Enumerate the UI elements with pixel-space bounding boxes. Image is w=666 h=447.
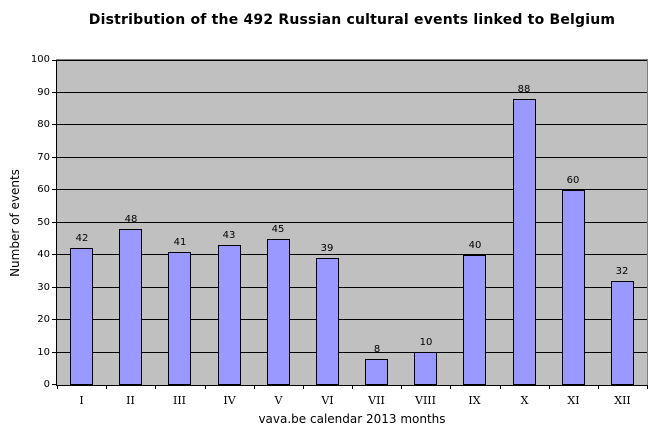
gridline (57, 157, 647, 158)
gridline (57, 287, 647, 288)
y-tick-label: 60 (37, 184, 50, 195)
bar-XII (611, 281, 634, 385)
x-tick-label: V (274, 394, 283, 407)
bar-value-label: 43 (222, 230, 236, 241)
x-tick-mark (254, 385, 255, 389)
bar-value-label: 60 (566, 175, 580, 186)
x-tick-label: VI (321, 394, 334, 407)
y-tick-mark (52, 60, 57, 61)
x-axis-line (56, 385, 648, 386)
y-tick-label: 10 (37, 347, 50, 358)
y-tick-mark (52, 384, 57, 385)
bar-value-label: 48 (124, 214, 138, 225)
bar-X (513, 99, 536, 385)
y-tick-label: 40 (37, 249, 50, 260)
y-tick-mark (52, 124, 57, 125)
x-tick-mark (352, 385, 353, 389)
y-axis-line (56, 60, 57, 386)
gridline (57, 352, 647, 353)
bar-III (168, 252, 191, 385)
x-tick-mark (549, 385, 550, 389)
x-tick-mark (303, 385, 304, 389)
x-tick-mark (500, 385, 501, 389)
y-tick-mark (52, 352, 57, 353)
gridline (57, 92, 647, 93)
gridline (57, 319, 647, 320)
bar-value-label: 42 (75, 233, 89, 244)
bar-IX (463, 255, 486, 385)
bar-value-label: 39 (320, 243, 334, 254)
x-tick-mark (106, 385, 107, 389)
gridline (57, 222, 647, 223)
y-tick-mark (52, 92, 57, 93)
y-tick-mark (52, 287, 57, 288)
y-tick-label: 80 (37, 119, 50, 130)
x-tick-label: IV (223, 394, 236, 407)
bar-value-label: 40 (468, 240, 482, 251)
x-tick-mark (647, 385, 648, 389)
y-tick-label: 0 (43, 379, 50, 390)
bar-XI (562, 190, 585, 385)
x-tick-label: XI (567, 394, 580, 407)
x-tick-label: VII (368, 394, 385, 407)
plot-area (56, 59, 648, 386)
bar-value-label: 45 (271, 224, 285, 235)
bar-II (119, 229, 142, 385)
y-tick-label: 50 (37, 217, 50, 228)
y-tick-label: 70 (37, 152, 50, 163)
y-tick-mark (52, 222, 57, 223)
x-tick-label: III (172, 394, 187, 407)
bar-value-label: 32 (615, 266, 629, 277)
x-tick-mark (155, 385, 156, 389)
chart-title: Distribution of the 492 Russian cultural… (88, 12, 616, 28)
y-tick-mark (52, 189, 57, 190)
y-tick-label: 20 (37, 314, 50, 325)
y-tick-label: 90 (37, 87, 50, 98)
bar-IV (218, 245, 241, 385)
y-tick-mark (52, 254, 57, 255)
gridline (57, 254, 647, 255)
gridline (57, 124, 647, 125)
bar-value-label: 10 (419, 337, 433, 348)
bar-value-label: 8 (373, 344, 381, 355)
y-tick-mark (52, 319, 57, 320)
x-tick-mark (598, 385, 599, 389)
bar-VI (316, 258, 339, 385)
x-axis-title: vava.be calendar 2013 months (258, 412, 446, 426)
gridline (57, 60, 647, 61)
y-tick-label: 30 (37, 282, 50, 293)
x-tick-label: XII (614, 394, 631, 407)
bar-VIII (414, 352, 437, 385)
x-tick-label: I (79, 394, 84, 407)
x-tick-mark (450, 385, 451, 389)
bar-I (70, 248, 93, 385)
x-tick-label: II (126, 394, 135, 407)
gridline (57, 189, 647, 190)
y-tick-label: 100 (30, 54, 50, 65)
x-tick-mark (57, 385, 58, 389)
bar-V (267, 239, 290, 385)
x-tick-label: VIII (415, 394, 436, 407)
x-tick-label: X (520, 394, 529, 407)
bar-value-label: 41 (173, 237, 187, 248)
bar-value-label: 88 (517, 84, 531, 95)
bar-VII (365, 359, 388, 385)
x-tick-mark (401, 385, 402, 389)
y-tick-mark (52, 157, 57, 158)
x-tick-label: IX (468, 394, 481, 407)
x-tick-mark (205, 385, 206, 389)
